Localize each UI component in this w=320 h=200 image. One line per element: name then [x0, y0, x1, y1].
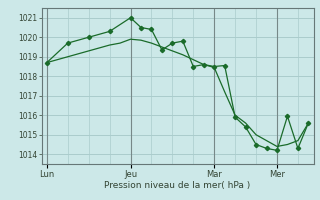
X-axis label: Pression niveau de la mer( hPa ): Pression niveau de la mer( hPa ): [104, 181, 251, 190]
